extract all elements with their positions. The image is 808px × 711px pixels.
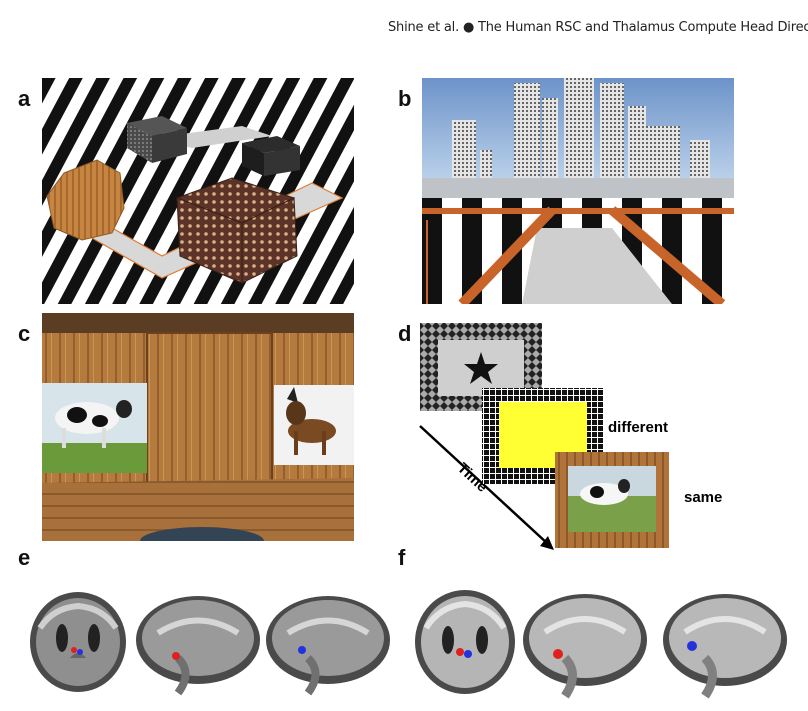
panel-b-image bbox=[422, 78, 734, 304]
panel-d-schematic: Time different same bbox=[412, 318, 808, 554]
same-label: same bbox=[684, 489, 722, 506]
dog-picture bbox=[274, 385, 354, 465]
panel-label-a: a bbox=[18, 86, 31, 111]
panel-label-b: b bbox=[398, 86, 412, 111]
panel-f-brain-images bbox=[410, 588, 800, 706]
panel-label-c: c bbox=[18, 321, 31, 346]
running-header: Shine et al. ● The Human RSC and Thalamu… bbox=[388, 20, 808, 35]
panel-c-image bbox=[42, 313, 354, 541]
panel-e-brain-images bbox=[28, 588, 400, 706]
panel-label-f: f bbox=[398, 545, 406, 570]
panel-label-d: d bbox=[398, 321, 412, 346]
panel-label-e: e bbox=[18, 545, 31, 570]
cow-picture bbox=[42, 383, 147, 473]
panel-a-image bbox=[42, 78, 354, 304]
different-label: different bbox=[608, 419, 668, 436]
